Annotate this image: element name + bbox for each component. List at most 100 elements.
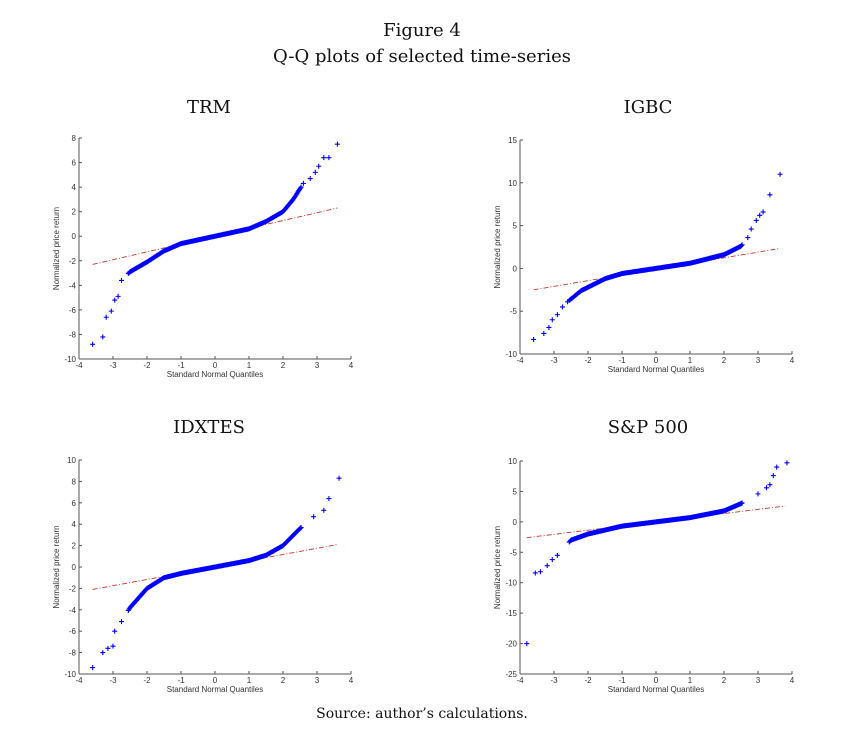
y-axis-label: Normalized price return [52, 525, 61, 608]
x-tick-label: 4 [349, 361, 354, 370]
x-tick-label: -1 [177, 676, 185, 685]
qq-point [100, 650, 106, 656]
qq-point [560, 304, 565, 310]
x-axis-label: Standard Normal Quantiles [608, 365, 705, 374]
x-tick-label: -3 [550, 676, 558, 685]
qq-point [537, 569, 543, 575]
qq-point [110, 643, 116, 649]
x-tick-label: -2 [143, 361, 151, 370]
qq-point [777, 171, 783, 177]
reference-line [92, 207, 338, 265]
qq-point [757, 212, 763, 218]
qq-point [748, 226, 754, 232]
y-tick-label: -4 [69, 606, 77, 615]
y-tick-label: -6 [69, 627, 77, 636]
qq-point [549, 317, 555, 323]
qq-point [745, 235, 751, 241]
subplot-title-sp500: S&P 500 [607, 417, 689, 438]
x-tick-label: -1 [618, 356, 626, 365]
x-axis-label: Standard Normal Quantiles [608, 685, 705, 694]
y-tick-label: 0 [72, 563, 77, 572]
x-tick-label: 0 [213, 676, 218, 685]
x-tick-label: -3 [550, 356, 558, 365]
x-tick-label: -1 [177, 361, 185, 370]
qq-point [90, 665, 96, 671]
y-tick-label: 15 [508, 136, 517, 145]
x-tick-label: -3 [109, 676, 117, 685]
qq-point [321, 155, 327, 161]
x-tick-label: 1 [688, 356, 693, 365]
x-tick-label: 1 [247, 676, 252, 685]
y-tick-label: -6 [69, 306, 77, 315]
y-axis-label: Normalized price return [493, 205, 502, 288]
y-axis-label: Normalized price return [52, 207, 61, 290]
qq-point [326, 155, 332, 161]
subplot-sp500: -4 -3 -2 -1 0 1 2 3 4-25-20-15-10-50510Standard … [493, 457, 795, 694]
qq-point [767, 482, 773, 488]
y-tick-label: 10 [508, 457, 517, 466]
x-tick-label: -2 [584, 356, 592, 365]
x-tick-label: -3 [109, 361, 117, 370]
y-tick-label: -10 [505, 579, 517, 588]
qq-point [334, 141, 340, 147]
y-tick-label: 4 [72, 520, 77, 529]
qq-point [307, 176, 313, 182]
qq-point [532, 570, 538, 576]
qq-point [119, 277, 124, 283]
x-tick-label: -4 [516, 676, 524, 685]
sample-quantile-markers [90, 475, 342, 671]
source-note: Source: author’s calculations. [316, 706, 528, 722]
qq-point [770, 473, 776, 479]
subplot-title-idxtes: IDXTES [173, 417, 245, 438]
y-tick-label: -10 [505, 350, 517, 359]
figure-title: Figure 4 [383, 20, 461, 41]
x-tick-label: 3 [315, 361, 320, 370]
x-tick-label: 3 [756, 356, 761, 365]
y-tick-label: -20 [505, 640, 517, 649]
x-tick-label: 2 [722, 356, 727, 365]
y-tick-label: 5 [513, 222, 518, 231]
qq-point [767, 192, 773, 198]
qq-point [100, 334, 106, 340]
subplot-title-trm: TRM [187, 97, 231, 118]
y-tick-label: 10 [508, 179, 517, 188]
x-tick-label: 4 [790, 676, 795, 685]
figure-subtitle: Q-Q plots of selected time-series [273, 46, 571, 67]
qq-point [311, 514, 317, 520]
qq-point [312, 169, 318, 175]
qq-point [554, 552, 560, 558]
y-tick-label: -15 [505, 609, 517, 618]
qq-point [115, 293, 121, 299]
x-tick-label: -1 [618, 676, 626, 685]
qq-point [297, 525, 303, 531]
qq-point [112, 297, 118, 303]
y-tick-label: 0 [72, 232, 77, 241]
qq-point [544, 563, 550, 569]
x-axis-label: Standard Normal Quantiles [167, 370, 264, 379]
qq-point [764, 485, 769, 491]
y-tick-label: -4 [69, 281, 77, 290]
qq-point [105, 645, 111, 651]
qq-point [119, 619, 124, 625]
y-tick-label: -2 [69, 584, 77, 593]
x-tick-label: 2 [281, 676, 286, 685]
qq-point [549, 557, 555, 563]
x-tick-label: -2 [584, 676, 592, 685]
qq-point [755, 491, 761, 497]
y-tick-label: -8 [69, 330, 77, 339]
qq-point [298, 525, 304, 531]
x-tick-label: 1 [247, 361, 252, 370]
y-tick-label: 6 [72, 159, 77, 168]
x-tick-label: -4 [75, 361, 83, 370]
y-tick-label: 0 [513, 518, 518, 527]
y-tick-label: 8 [72, 134, 77, 143]
qq-point [103, 314, 109, 320]
x-tick-label: 3 [315, 676, 320, 685]
qq-point [738, 243, 744, 249]
subplot-title-igbc: IGBC [623, 97, 673, 118]
y-tick-label: 2 [72, 208, 77, 217]
qq-point [90, 341, 96, 347]
y-tick-label: -8 [69, 649, 77, 658]
qq-point [108, 308, 114, 314]
